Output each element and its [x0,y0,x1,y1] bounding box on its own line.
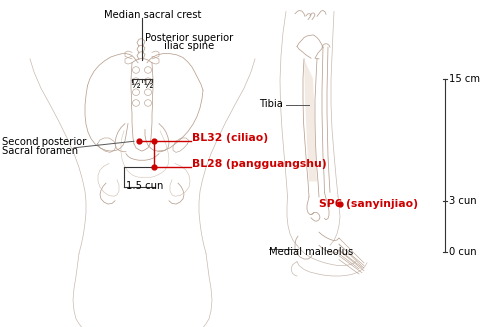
Text: 15 cm: 15 cm [449,74,480,84]
Text: 1.5 cun: 1.5 cun [126,181,164,191]
Text: 0 cun: 0 cun [449,248,476,257]
Text: Median sacral crest: Median sacral crest [104,10,201,20]
Text: Tibia: Tibia [258,99,282,109]
Text: 3 cun: 3 cun [449,196,476,206]
Text: iliac spine: iliac spine [164,42,214,51]
Text: SP6 (sanyinjiao): SP6 (sanyinjiao) [319,199,418,209]
Text: BL28 (pangguangshu): BL28 (pangguangshu) [192,159,327,169]
Text: Medial malleolus: Medial malleolus [269,248,353,257]
Text: Posterior superior: Posterior superior [145,33,233,43]
Text: Second posterior: Second posterior [2,137,87,147]
Text: ½ ½: ½ ½ [131,80,153,90]
Polygon shape [304,59,317,181]
Text: BL32 (ciliao): BL32 (ciliao) [192,133,268,143]
Text: Sacral foramen: Sacral foramen [2,146,78,156]
